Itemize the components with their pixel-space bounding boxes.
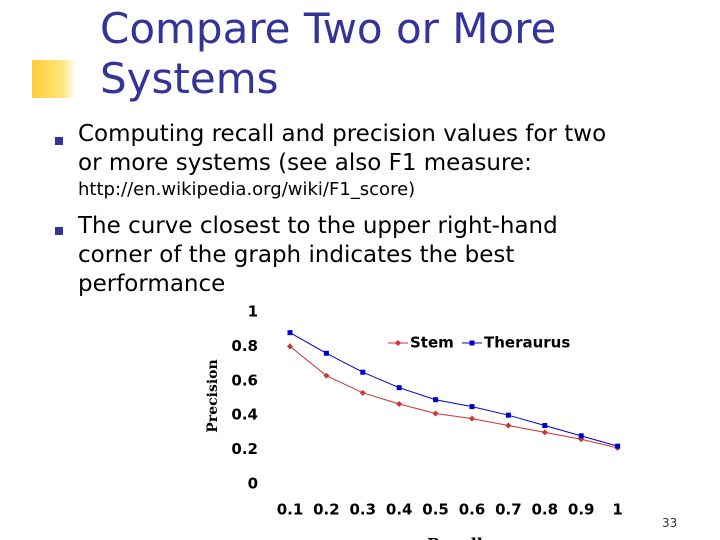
x-tick-label: 0.7 [495, 501, 522, 519]
x-tick-label: 0.5 [422, 501, 449, 519]
bullet-line: Computing recall and precision values fo… [78, 121, 607, 147]
title-line: Systems [100, 54, 279, 103]
y-tick-label: 0.6 [231, 371, 258, 389]
x-axis-label: Recall [427, 535, 483, 540]
point [432, 410, 439, 417]
bullet-line: or more systems (see also F1 measure: [78, 150, 532, 176]
x-tick-label: 0.4 [386, 501, 413, 519]
y-tick-label: 1 [248, 303, 258, 321]
point [615, 443, 621, 449]
point [287, 330, 293, 336]
title-accent [32, 60, 76, 98]
title-line: Compare Two or More [100, 4, 557, 53]
x-tick-label: 0.2 [313, 501, 340, 519]
x-tick-label: 0.9 [568, 501, 595, 519]
point [541, 429, 548, 436]
bullet-marker [55, 137, 63, 145]
point [287, 343, 293, 350]
point [469, 404, 475, 410]
point [323, 372, 330, 379]
point [323, 350, 329, 356]
y-tick-label: 0.2 [231, 440, 258, 458]
legend-label: Stem [410, 334, 454, 352]
bullet-marker [55, 227, 63, 235]
point [396, 401, 403, 408]
y-tick-label: 0.8 [231, 337, 258, 355]
x-tick-label: 0.3 [350, 501, 377, 519]
point [505, 412, 511, 418]
point [469, 415, 475, 422]
bullet-line: corner of the graph indicates the best [78, 242, 515, 268]
bullet-line: The curve closest to the upper right-han… [78, 213, 558, 239]
link-text: http://en.wikipedia.org/wiki/F1_score) [78, 179, 416, 200]
series-line [289, 346, 618, 449]
y-tick-label: 0 [248, 475, 258, 493]
point [542, 423, 548, 429]
point [396, 385, 402, 391]
bullet-text: Computing recall and precision values fo… [78, 120, 606, 178]
slide-title: Compare Two or More Systems [100, 4, 556, 104]
point [360, 369, 366, 375]
bullet-text: The curve closest to the upper right-han… [78, 212, 558, 299]
y-tick-label: 0.4 [231, 406, 258, 424]
y-axis-label: Precision [205, 359, 221, 432]
x-tick-label: 0.6 [459, 501, 486, 519]
legend-marker [395, 340, 401, 346]
x-tick-label: 0.8 [532, 501, 559, 519]
bullet-line: performance [78, 271, 226, 297]
legend-marker [469, 340, 475, 346]
point [433, 397, 439, 403]
point [578, 433, 584, 439]
x-tick-label: 1 [612, 501, 622, 519]
x-tick-label: 0.1 [277, 501, 304, 519]
point [505, 422, 512, 429]
point [359, 389, 366, 396]
legend-label: Theraurus [484, 334, 570, 352]
series-line [289, 332, 618, 447]
page-number: 33 [662, 516, 678, 530]
